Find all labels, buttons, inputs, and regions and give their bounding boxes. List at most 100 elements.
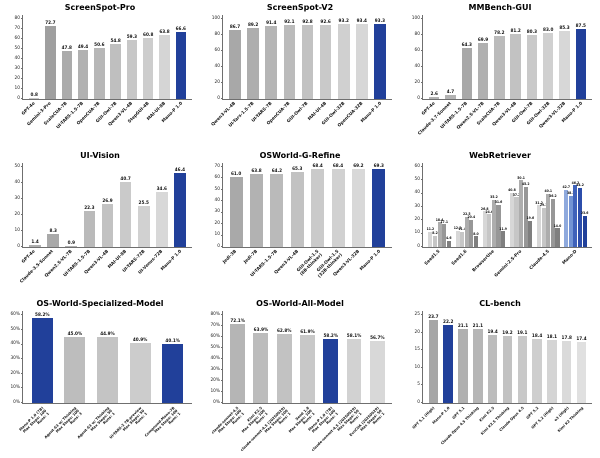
bar-value-label: 49.4 <box>77 43 89 49</box>
bar <box>119 181 132 247</box>
y-axis-tick-mark <box>421 50 423 51</box>
y-axis-tick-label: 30% <box>210 367 220 373</box>
y-axis-tick-mark <box>21 387 23 389</box>
y-axis-tick-mark <box>221 50 223 51</box>
bar-group: 46.4 <box>171 163 189 247</box>
chart-title: MMBench-GUI <box>468 3 532 12</box>
plot-area: 0 10 20 30 40 50 60 70 61.0 63.8 64.2 65.3 68.4 68.4 6… <box>215 163 392 249</box>
bar-value-label: 17.8 <box>561 334 572 340</box>
bar <box>519 180 524 247</box>
y-axis-tick-label: 70 <box>14 25 20 31</box>
bar-value-label: 62.8% <box>276 328 292 334</box>
bar <box>473 236 478 247</box>
y-axis-tick-mark <box>421 66 423 67</box>
y-axis-tick-label: 30 <box>14 65 20 71</box>
bar <box>473 329 483 403</box>
bar-value-label: 72.1% <box>230 318 245 324</box>
bar-group: 17.1 <box>440 163 448 247</box>
y-axis-tick-mark <box>221 391 223 393</box>
bar-group: 58.2% <box>26 311 59 403</box>
bar <box>156 191 168 247</box>
plot-area: 0 5 10 15 20 25 23.7 22.2 21.1 21.1 19.4 19.2 19.1 18… <box>415 311 592 405</box>
bar <box>374 24 386 99</box>
bar-value-label: 24.6 <box>485 209 494 214</box>
bar-value-label: 40.7 <box>120 175 131 181</box>
bar-group: 38.2 <box>567 163 575 247</box>
bar-value-label: 8.2 <box>432 231 438 236</box>
y-axis-tick-mark <box>221 66 223 67</box>
bar <box>253 333 269 403</box>
bar-group: 40.1 <box>544 163 553 247</box>
bar-value-label: 44.2 <box>576 183 584 188</box>
bar-value-label: 58.2% <box>35 312 50 318</box>
bar-group: 36.2 <box>549 163 557 247</box>
bar-group: 81.2 <box>507 15 523 99</box>
bar-value-label: 18.4 <box>435 217 444 222</box>
bar-value-label: 36.2 <box>549 194 557 199</box>
bar <box>77 49 89 99</box>
bar <box>528 220 533 247</box>
y-axis-tick-label: 20 <box>214 221 220 227</box>
bar-group: 11.4 <box>458 163 466 247</box>
bar <box>502 335 513 403</box>
y-axis-tick-mark <box>221 347 223 349</box>
bar-group: 64.2 <box>267 163 287 247</box>
y-axis-tick-mark <box>221 246 223 247</box>
bar <box>428 232 433 247</box>
y-axis-tick-label: 40% <box>210 356 220 362</box>
bar-value-label: 86.7 <box>229 23 241 29</box>
x-tick-slot: Qwen3-VL-4B <box>84 248 116 292</box>
x-tick-slot: EvoCUA (20250929) Max Steps: 50 Runs: 1 <box>349 404 389 456</box>
bars-container: 23.7 22.2 21.1 21.1 19.4 19.2 19.1 18.4 18.1 17.8… <box>423 311 592 403</box>
bar-group: 17.4 <box>574 311 589 403</box>
bar-value-label: 26.8 <box>480 206 489 211</box>
bar-group: 59.3 <box>124 15 140 99</box>
y-axis-tick-mark <box>421 366 423 368</box>
bar-group: 64.3 <box>459 15 475 99</box>
y-axis-tick-label: 20 <box>14 211 20 217</box>
bar-group: 69.2 <box>348 163 368 247</box>
chart-cell-screenspot-v2: ScreenSpot-V2 0 20 40 60 80 100 86.7 89.2 91.4 92… <box>200 0 400 148</box>
bar-group: 44.2 <box>576 163 584 247</box>
y-axis-tick-label: 50% <box>210 345 220 351</box>
bar <box>501 231 506 247</box>
y-axis-tick-label: 100 <box>411 15 420 21</box>
bar <box>428 96 440 99</box>
bar <box>94 48 105 99</box>
bar <box>555 228 560 247</box>
x-tick-slot: GPT 5.2 <box>526 404 544 456</box>
bar <box>582 215 587 247</box>
bar <box>487 214 492 247</box>
bar <box>175 32 187 99</box>
y-axis-tick-mark <box>421 402 423 403</box>
y-axis-tick-mark <box>421 314 423 316</box>
bar-cluster: 42.7 38.2 46.2 44.2 23.6 <box>562 163 589 247</box>
bar <box>101 203 114 247</box>
bar-value-label: 87.5 <box>575 23 586 28</box>
bar <box>509 192 514 247</box>
bar-value-label: 40.1 <box>544 188 553 193</box>
y-axis-tick-mark <box>421 232 423 234</box>
bar-value-label: 4.6 <box>446 236 452 241</box>
y-axis-tick-label: 40 <box>214 63 220 69</box>
bar <box>477 43 489 99</box>
y-axis-tick-mark <box>21 88 23 89</box>
bar-value-label: 40.8 <box>508 188 516 193</box>
y-axis-tick-label: 70% <box>210 323 220 329</box>
bar <box>229 29 241 99</box>
x-tick-slot: Mano-D <box>561 248 589 292</box>
y-axis-tick-mark <box>421 331 423 333</box>
bar-group: 14.0 <box>554 163 561 247</box>
bar-value-label: 91.4 <box>266 19 277 25</box>
y-axis-tick-label: 80 <box>214 31 220 37</box>
y-axis-tick-label: 25 <box>414 312 420 318</box>
bar-value-label: 69.3 <box>373 163 384 168</box>
bar-group: 78.2 <box>491 15 507 99</box>
bar-value-label: 66.6 <box>175 26 186 32</box>
x-tick-slot: Mano-P 1.0 <box>160 248 189 292</box>
bar-group: 23.6 <box>581 163 588 247</box>
y-axis-tick-label: 50 <box>214 186 220 192</box>
bar <box>28 98 40 99</box>
chart-cell-osworld-g-refine: OSWorld-G-Refine 0 10 20 30 40 50 60 70 61.0 63.8… <box>200 148 400 296</box>
bar <box>442 224 447 247</box>
